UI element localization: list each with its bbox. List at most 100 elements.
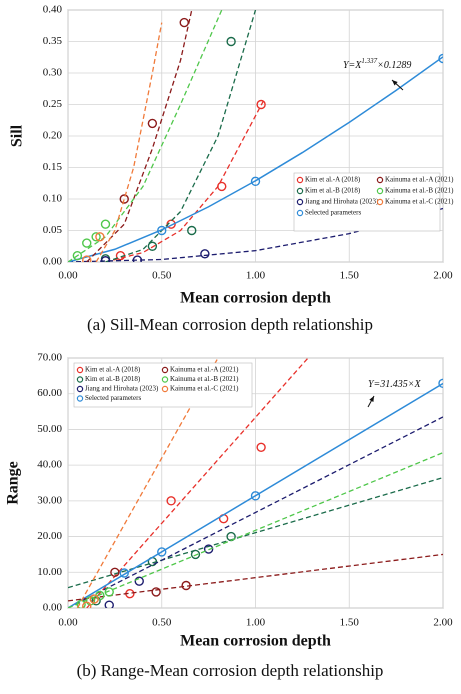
data-point	[82, 238, 92, 248]
legend-label: Kainuma et al.-C (2021)	[170, 385, 239, 393]
legend-marker	[76, 385, 84, 393]
fit-line	[68, 553, 443, 602]
fit-line	[68, 477, 443, 589]
y-axis-title: Range	[5, 461, 22, 505]
legend-label: Kim et al.-A (2018)	[85, 366, 141, 374]
y-tick-label: 50.00	[37, 423, 62, 435]
legend-label: Kainuma et al.-B (2021)	[385, 187, 454, 195]
legend-marker	[296, 176, 304, 184]
caption: (b) Range-Mean corrosion depth relations…	[77, 661, 384, 680]
legend-marker	[296, 198, 304, 206]
x-axis-title: Mean corrosion depth	[180, 290, 331, 307]
annotation-base: Y=31.435×X	[368, 379, 422, 390]
annotation-exponent: 1.337	[361, 57, 377, 65]
data-point	[100, 219, 111, 229]
data-point	[187, 225, 197, 236]
data-point	[179, 17, 189, 28]
data-point	[203, 544, 214, 554]
data-point	[250, 491, 261, 501]
fit-line	[68, 382, 443, 608]
data-point	[82, 601, 92, 608]
legend-marker	[376, 187, 384, 195]
data-point	[226, 36, 236, 47]
data-point	[256, 99, 266, 110]
data-point	[438, 53, 443, 64]
legend-label: Jiang and Hirohata (2023)	[85, 385, 159, 393]
annotation-base: Y=X	[343, 60, 362, 71]
data-point	[256, 442, 266, 452]
legend-marker	[161, 385, 169, 393]
legend-marker	[161, 366, 169, 374]
data-point	[190, 549, 201, 560]
legend-label: Kim et al.-B (2018)	[85, 375, 141, 383]
data-point	[147, 241, 158, 251]
fit-line	[68, 416, 443, 608]
data-point	[157, 225, 167, 236]
y-tick-label: 0.00	[43, 256, 63, 268]
y-tick-label: 30.00	[37, 494, 62, 506]
y-tick-label: 0.00	[43, 602, 63, 614]
data-point	[134, 576, 144, 586]
data-point	[438, 378, 443, 389]
data-point	[200, 249, 210, 259]
y-tick-label: 0.40	[43, 4, 63, 16]
y-tick-label: 0.35	[43, 35, 63, 47]
y-axis-title: Sill	[9, 124, 26, 147]
fit-line	[95, 22, 163, 262]
y-tick-label: 20.00	[37, 530, 62, 542]
x-tick-label: 1.50	[340, 617, 360, 629]
legend-marker	[376, 176, 384, 184]
legend-marker	[76, 376, 84, 383]
x-tick-label: 0.00	[58, 270, 78, 282]
x-tick-label: 1.00	[246, 617, 266, 629]
legend-label: Selected parameters	[305, 209, 361, 217]
legend-marker	[296, 209, 304, 217]
fit-line	[68, 452, 443, 608]
y-tick-label: 0.10	[43, 193, 63, 205]
arrow-head	[392, 80, 398, 86]
x-tick-label: 0.50	[152, 270, 172, 282]
legend-marker	[161, 376, 169, 383]
x-tick-label: 0.00	[58, 617, 78, 629]
data-point	[89, 594, 99, 604]
y-tick-label: 10.00	[37, 566, 62, 578]
legend-box	[293, 172, 441, 232]
legend-label: Kainuma et al.-B (2021)	[170, 375, 239, 383]
data-point	[82, 255, 92, 262]
plot-content	[68, 358, 443, 608]
fit-line	[105, 97, 266, 262]
fit-line	[105, 10, 257, 262]
fit-line	[68, 10, 223, 262]
y-tick-label: 60.00	[37, 387, 62, 399]
data-point	[157, 547, 167, 557]
data-point	[132, 255, 143, 262]
data-point	[147, 118, 158, 129]
legend-marker	[296, 187, 304, 195]
annotation: Y=X1.337×0.1289	[343, 57, 411, 72]
data-point	[104, 587, 114, 597]
y-tick-label: 0.15	[43, 161, 63, 173]
x-tick-label: 2.00	[433, 270, 453, 282]
data-point	[119, 568, 129, 578]
x-tick-label: 0.50	[152, 617, 172, 629]
legend-label: Kainuma et al.-C (2021)	[385, 198, 454, 206]
y-tick-label: 0.25	[43, 98, 63, 110]
fit-line	[86, 10, 193, 262]
data-point	[100, 256, 111, 262]
data-point	[104, 600, 114, 608]
y-tick-label: 0.30	[43, 67, 63, 79]
caption: (a) Sill-Mean corrosion depth relationsh…	[87, 315, 373, 334]
x-axis-title: Mean corrosion depth	[180, 633, 331, 650]
annotation: Y=31.435×X	[368, 379, 422, 390]
legend-marker	[376, 198, 384, 206]
legend-label: Kainuma et al.-A (2021)	[385, 176, 454, 184]
legend-marker	[76, 366, 84, 374]
arrow-head	[369, 396, 374, 402]
x-tick-label: 1.50	[340, 270, 360, 282]
annotation-tail: ×0.1289	[377, 60, 411, 71]
legend-label: Jiang and Hirohata (2023)	[305, 198, 379, 206]
legend-label: Kim et al.-B (2018)	[305, 187, 361, 195]
y-tick-label: 70.00	[37, 352, 62, 364]
y-tick-label: 0.05	[43, 224, 63, 236]
